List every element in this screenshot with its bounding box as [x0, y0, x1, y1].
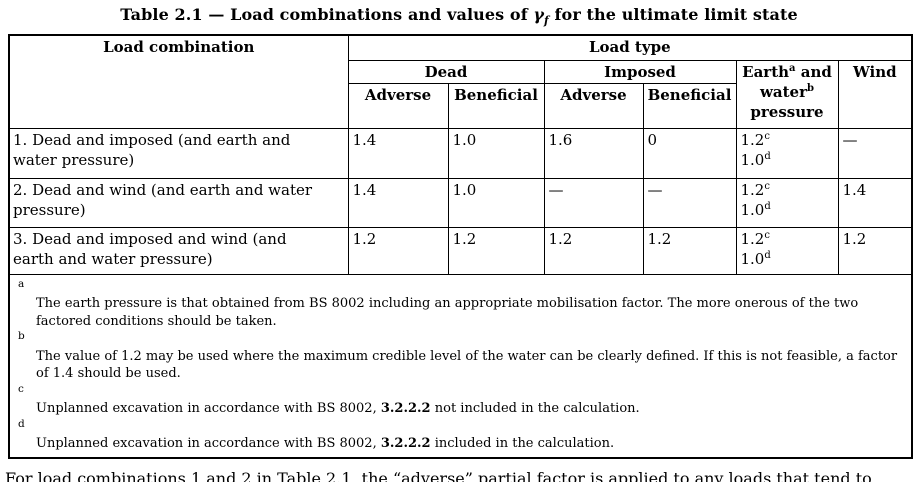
- table-row-3: 3. Dead and imposed and wind (and earth …: [8, 226, 913, 275]
- row1-dead-adverse: 1.4: [347, 127, 449, 179]
- footnotes-cell: a The earth pressure is that obtained fro…: [8, 273, 913, 459]
- footnote-ref-d: d: [764, 200, 771, 212]
- row3-imposed-adverse: 1.2: [543, 226, 644, 275]
- water-word: water: [759, 82, 807, 101]
- earth-value-1: 1.2: [740, 180, 765, 199]
- row3-earth-water: 1.2c 1.0d: [735, 226, 839, 275]
- footnote-ref-b: b: [807, 82, 814, 94]
- footnotes-row: a The earth pressure is that obtained fro…: [8, 273, 913, 459]
- earth-word: Earth: [742, 62, 790, 81]
- header-dead-adverse: Adverse: [347, 82, 449, 129]
- row1-imposed-adverse: 1.6: [543, 127, 644, 179]
- header-earth-water-pressure: Eartha and waterb pressure: [735, 59, 839, 129]
- header-wind: Wind: [837, 59, 913, 129]
- footnote-marker-b: b: [18, 330, 25, 343]
- paragraph-text-pre: For load combinations 1 and 2 in Table 2…: [5, 468, 872, 482]
- row3-imposed-beneficial: 1.2: [642, 226, 737, 275]
- table-caption: Table 2.1 — Load combinations and values…: [0, 0, 918, 27]
- earth-value-2: 1.0: [740, 249, 765, 268]
- footnote-c: c Unplanned excavation in accordance with…: [15, 383, 903, 418]
- row1-dead-beneficial: 1.0: [447, 127, 545, 179]
- header-row-2: Dead Imposed Eartha and waterb pressure …: [9, 59, 913, 129]
- header-dead-beneficial: Beneficial: [447, 82, 545, 129]
- footnote-b: b The value of 1.2 may be used where the …: [15, 330, 903, 383]
- row3-wind: 1.2: [837, 226, 913, 275]
- row2-dead-beneficial: 1.0: [447, 177, 545, 228]
- header-imposed: Imposed: [543, 59, 737, 84]
- footnote-b-text: The value of 1.2 may be used where the m…: [36, 348, 898, 382]
- row2-label: 2. Dead and wind (and earth and water pr…: [8, 177, 349, 228]
- header-row-3: Adverse Beneficial Adverse Beneficial: [9, 82, 912, 129]
- footnote-ref-c: c: [764, 229, 770, 241]
- row2-earth-water: 1.2c 1.0d: [735, 177, 839, 228]
- header-imposed-beneficial: Beneficial: [642, 82, 737, 129]
- row2-imposed-adverse: —: [543, 177, 644, 228]
- and-word: and: [795, 62, 832, 81]
- earth-value-1: 1.2: [740, 229, 765, 248]
- row2-imposed-beneficial: —: [642, 177, 737, 228]
- earth-value-2: 1.0: [740, 150, 765, 169]
- row1-wind: —: [837, 127, 913, 179]
- row3-label: 3. Dead and imposed and wind (and earth …: [8, 226, 349, 275]
- row2-wind: 1.4: [837, 177, 913, 228]
- table-row-2: 2. Dead and wind (and earth and water pr…: [8, 177, 913, 228]
- footnote-d-text: Unplanned excavation in accordance with …: [36, 436, 381, 452]
- footnote-a: a The earth pressure is that obtained fro…: [15, 278, 903, 331]
- footnote-ref-d: d: [764, 150, 771, 162]
- caption-text-post: for the ultimate limit state: [548, 5, 798, 24]
- row3-dead-adverse: 1.2: [347, 226, 449, 275]
- footnote-ref-d: d: [764, 249, 771, 261]
- row1-earth-water: 1.2c 1.0d: [735, 127, 839, 179]
- caption-text-pre: Table 2.1 — Load combinations and values…: [120, 5, 534, 24]
- footnote-ref-a: a: [789, 62, 796, 74]
- row2-dead-adverse: 1.4: [347, 177, 449, 228]
- row1-label: 1. Dead and imposed (and earth and water…: [8, 127, 349, 179]
- row3-dead-beneficial: 1.2: [447, 226, 545, 275]
- header-load-combination: Load combination: [8, 34, 349, 129]
- footnote-a-text: The earth pressure is that obtained from…: [36, 296, 859, 329]
- gamma-subscript: f: [544, 14, 549, 28]
- footnote-marker-d: d: [18, 417, 25, 430]
- header-row-1: Load combination Load type: [8, 34, 913, 129]
- header-dead: Dead: [347, 59, 545, 84]
- footnote-ref-c: c: [764, 180, 770, 192]
- earth-value-2: 1.0: [740, 200, 765, 219]
- header-imposed-adverse: Adverse: [543, 82, 644, 129]
- footnote-marker-c: c: [18, 382, 24, 395]
- footnote-d-post: included in the calculation.: [430, 436, 615, 452]
- load-combinations-table: Load combination Load type Dead Imposed …: [8, 34, 914, 459]
- footnote-c-post: not included in the calculation.: [430, 401, 640, 417]
- gamma-symbol: γ: [533, 5, 545, 24]
- pressure-word: pressure: [750, 102, 824, 121]
- footnote-c-text: Unplanned excavation in accordance with …: [36, 401, 381, 417]
- row1-imposed-beneficial: 0: [642, 127, 737, 179]
- earth-value-1: 1.2: [740, 130, 765, 149]
- footnote-ref-c: c: [764, 130, 770, 142]
- table-row-1: 1. Dead and imposed (and earth and water…: [8, 127, 913, 179]
- header-load-type: Load type: [347, 34, 913, 61]
- footnote-c-bold: 3.2.2.2: [380, 401, 431, 417]
- footnote-d: d Unplanned excavation in accordance with…: [15, 418, 903, 453]
- footnote-d-bold: 3.2.2.2: [380, 436, 431, 452]
- body-paragraph: For load combinations 1 and 2 in Table 2…: [5, 469, 913, 482]
- footnote-marker-a: a: [18, 277, 25, 290]
